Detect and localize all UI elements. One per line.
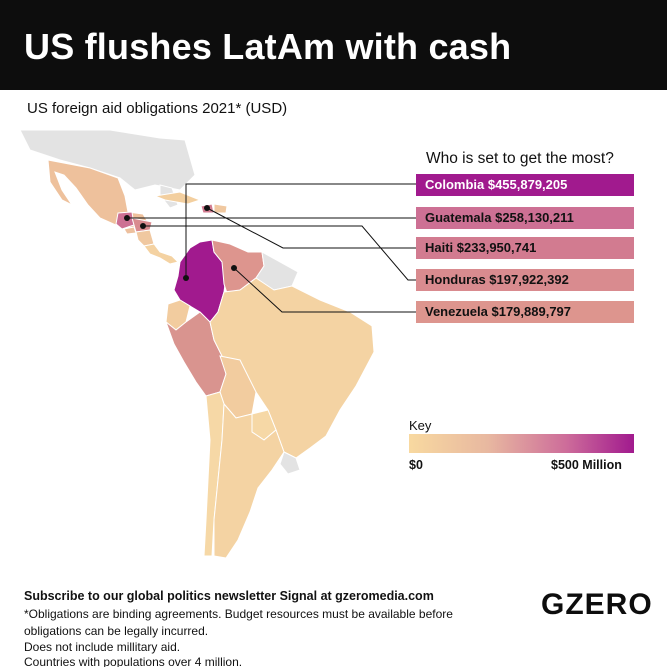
ranking-item-guatemala: Guatemala $258,130,211	[416, 207, 634, 229]
leader-line-haiti	[206, 207, 416, 249]
map-region-guatemala	[115, 211, 135, 230]
leader-dot-colombia	[183, 275, 189, 281]
map-region-usa	[19, 129, 196, 191]
map-subtitle: US foreign aid obligations 2021* (USD)	[27, 100, 288, 117]
key-label: Key	[409, 418, 432, 433]
leader-dot-venezuela	[231, 265, 237, 271]
key-max-label: $500 Million	[551, 458, 622, 472]
map-region-mexico	[47, 159, 149, 229]
map-region-nicaragua	[135, 229, 155, 247]
footer-note-3: Does not include millitary aid.	[24, 640, 181, 654]
key-color-scale	[409, 434, 634, 453]
ranking-item-venezuela: Venezuela $179,889,797	[416, 301, 634, 323]
footer-note-2: obligations can be legally incurred.	[24, 624, 209, 638]
header-bar: US flushes LatAm with cash	[0, 0, 667, 90]
leader-line-venezuela	[233, 267, 416, 313]
map-region-dominican-republic	[213, 203, 228, 214]
ranking-item-honduras: Honduras $197,922,392	[416, 269, 634, 291]
leader-line-honduras	[143, 225, 416, 281]
latin-america-map	[19, 129, 416, 559]
ranking-item-haiti: Haiti $233,950,741	[416, 237, 634, 259]
leader-dot-guatemala	[124, 215, 130, 221]
leader-dot-haiti	[204, 205, 210, 211]
footer-note-4: Countries with populations over 4 millio…	[24, 655, 243, 667]
gzero-logo: GZERO	[541, 588, 653, 621]
footer-note-1: *Obligations are binding agreements. Bud…	[24, 607, 453, 621]
ranking-title: Who is set to get the most?	[426, 150, 614, 167]
map-region-cuba	[153, 191, 202, 205]
map-region-costa-rica-panama	[143, 243, 179, 265]
map-region-argentina	[213, 402, 285, 559]
leader-line-colombia	[185, 183, 416, 278]
page-title: US flushes LatAm with cash	[24, 26, 512, 67]
footer-subscribe: Subscribe to our global politics newslet…	[24, 589, 434, 603]
map-region-uruguay	[279, 451, 301, 475]
key-min-label: $0	[409, 458, 423, 472]
leader-dot-honduras	[140, 223, 146, 229]
ranking-item-colombia: Colombia $455,879,205	[416, 174, 634, 196]
map-region-chile	[203, 391, 225, 557]
